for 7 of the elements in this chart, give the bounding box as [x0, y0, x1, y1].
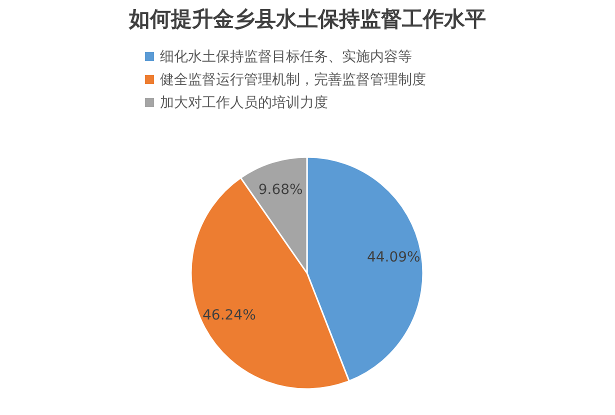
legend-label: 细化水土保持监督目标任务、实施内容等: [160, 49, 412, 65]
data-label: 44.09%: [366, 250, 420, 266]
legend-label: 健全监督运行管理机制，完善监督管理制度: [160, 71, 426, 88]
data-label: 9.68%: [258, 182, 303, 198]
data-label: 46.24%: [202, 307, 256, 324]
legend-label: 加大对工作人员的培训力度: [160, 95, 328, 111]
chart-title: 如何提升金乡县水土保持监督工作水平: [128, 6, 486, 31]
